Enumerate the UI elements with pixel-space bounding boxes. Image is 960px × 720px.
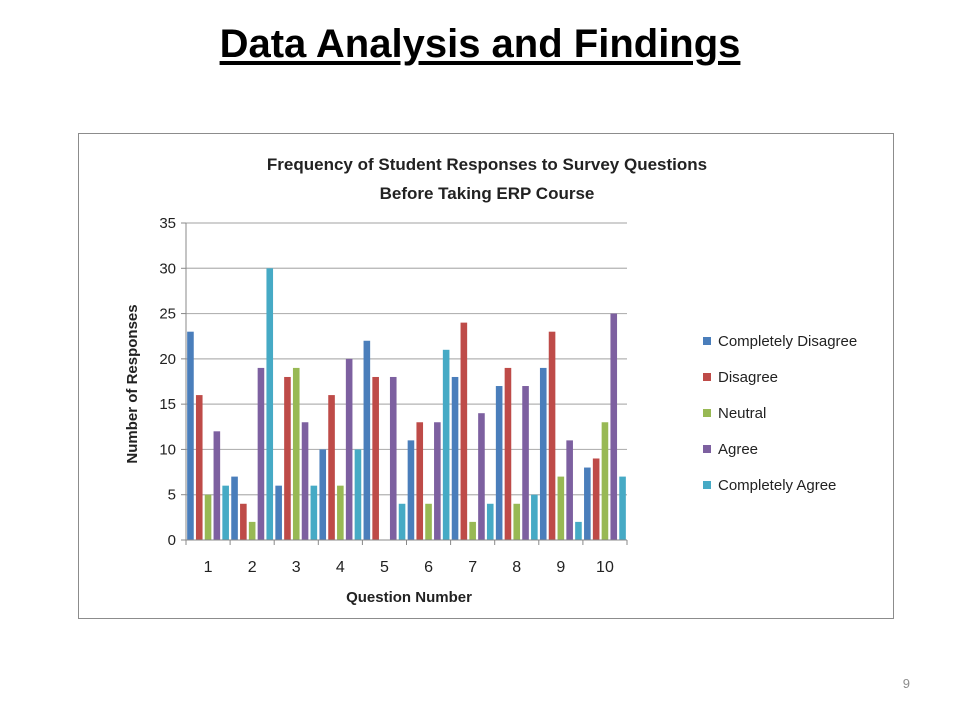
bar-completely-disagree-q6 <box>407 440 415 540</box>
bar-agree-q3 <box>301 422 309 540</box>
bar-completely-disagree-q8 <box>495 386 503 540</box>
x-tick-label: 5 <box>380 559 389 576</box>
bar-neutral-q1 <box>204 494 212 540</box>
legend-label: Disagree <box>718 368 779 386</box>
x-tick-label: 1 <box>204 559 213 576</box>
bar-completely-disagree-q2 <box>231 476 238 540</box>
x-tick-label: 6 <box>424 559 433 576</box>
slide-title: Data Analysis and Findings <box>219 22 741 66</box>
bar-disagree-q8 <box>504 367 512 540</box>
bar-completely-agree-q10 <box>619 476 626 540</box>
y-tick-label: 35 <box>159 215 176 232</box>
y-axis-label: Number of Responses <box>124 304 141 463</box>
y-tick-label: 15 <box>159 396 176 413</box>
bar-completely-disagree-q9 <box>539 367 547 540</box>
legend-label: Completely Disagree <box>718 332 858 350</box>
y-tick-label: 25 <box>159 306 176 323</box>
page-number: 9 <box>902 676 910 691</box>
bar-neutral-q7 <box>469 521 476 540</box>
bar-neutral-q9 <box>557 476 565 540</box>
x-tick-label: 9 <box>556 559 565 576</box>
bar-agree-q7 <box>478 413 485 540</box>
gridlines <box>186 222 627 496</box>
bar-completely-agree-q9 <box>575 521 582 540</box>
bar-completely-agree-q8 <box>531 494 538 540</box>
bar-completely-agree-q4 <box>354 449 362 540</box>
legend-swatch <box>703 445 711 453</box>
y-tick-label: 0 <box>168 532 176 549</box>
bar-neutral-q6 <box>425 503 432 540</box>
bar-chart: Frequency of Student Responses to Survey… <box>124 155 707 606</box>
legend-swatch <box>703 337 711 345</box>
x-tick-label: 7 <box>468 559 477 576</box>
bar-agree-q10 <box>610 313 618 540</box>
chart-frame: Frequency of Student Responses to Survey… <box>78 133 894 619</box>
x-tick-label: 2 <box>248 559 257 576</box>
bar-completely-agree-q3 <box>310 485 318 540</box>
bar-completely-agree-q1 <box>222 485 229 540</box>
legend-item: Agree <box>703 439 758 459</box>
x-tick-label: 3 <box>292 559 301 576</box>
y-tick-label: 10 <box>159 441 176 458</box>
bar-neutral-q10 <box>601 422 609 540</box>
y-tick-label: 5 <box>168 487 176 504</box>
legend-item: Disagree <box>703 367 778 387</box>
bar-completely-agree-q5 <box>398 503 406 540</box>
bar-neutral-q2 <box>248 521 256 540</box>
legend-item: Completely Agree <box>703 475 836 495</box>
bar-completely-disagree-q7 <box>451 376 459 540</box>
bar-completely-agree-q7 <box>486 503 494 540</box>
bars <box>187 268 626 540</box>
bar-neutral-q4 <box>337 485 344 540</box>
bar-agree-q2 <box>257 367 265 540</box>
bar-agree-q4 <box>345 358 353 540</box>
bar-agree-q5 <box>389 376 397 540</box>
legend-item: Neutral <box>703 403 766 423</box>
legend-swatch <box>703 409 711 417</box>
bar-completely-disagree-q5 <box>363 340 371 540</box>
legend-label: Agree <box>718 440 759 458</box>
y-tick-label: 20 <box>159 351 176 368</box>
bar-completely-agree-q2 <box>266 268 274 540</box>
legend-swatch <box>703 373 711 381</box>
chart-subtitle: Before Taking ERP Course <box>380 184 595 203</box>
bar-completely-disagree-q4 <box>319 449 327 540</box>
bar-disagree-q5 <box>372 376 379 540</box>
legend-label: Completely Agree <box>718 476 837 494</box>
bar-completely-disagree-q3 <box>275 485 282 540</box>
bar-disagree-q1 <box>195 395 203 540</box>
bar-neutral-q8 <box>513 503 521 540</box>
legend-label: Neutral <box>718 404 767 422</box>
legend-item: Completely Disagree <box>703 331 857 351</box>
x-tick-label: 8 <box>512 559 521 576</box>
bar-agree-q6 <box>434 422 441 540</box>
legend-swatch <box>703 481 711 489</box>
y-tick-label: 30 <box>159 260 176 277</box>
x-axis-label: Question Number <box>346 589 472 606</box>
bar-disagree-q10 <box>592 458 600 540</box>
bar-disagree-q3 <box>284 376 291 540</box>
bar-disagree-q2 <box>240 503 247 540</box>
x-tick-label: 4 <box>336 559 345 576</box>
bar-completely-agree-q6 <box>442 349 450 540</box>
x-tick-label: 10 <box>596 559 614 576</box>
bar-agree-q1 <box>213 431 221 540</box>
bar-completely-disagree-q10 <box>584 467 591 540</box>
bar-disagree-q9 <box>548 331 556 540</box>
bar-neutral-q3 <box>292 367 300 540</box>
bar-disagree-q7 <box>460 322 468 540</box>
bar-disagree-q6 <box>416 422 424 540</box>
bar-completely-disagree-q1 <box>187 331 194 540</box>
bar-agree-q8 <box>522 386 529 540</box>
bar-agree-q9 <box>566 440 573 540</box>
bar-disagree-q4 <box>328 395 335 540</box>
chart-title: Frequency of Student Responses to Survey… <box>267 155 707 174</box>
axes: 0 5 10 15 20 25 30 35 1 2 3 4 5 6 7 8 9 10 <box>159 215 628 576</box>
